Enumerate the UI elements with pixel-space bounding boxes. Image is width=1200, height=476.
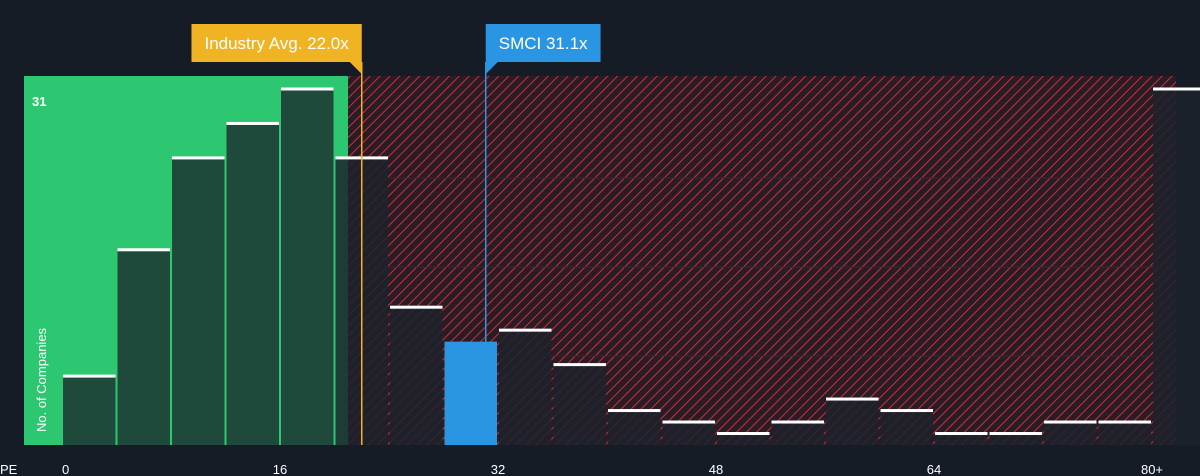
bar-top-line bbox=[117, 248, 170, 252]
histogram-bar bbox=[1044, 422, 1097, 445]
x-tick-label: 64 bbox=[927, 462, 941, 476]
x-tick-label: 16 bbox=[273, 462, 287, 476]
marker-label-box bbox=[191, 24, 362, 62]
bar-top-line bbox=[1044, 420, 1097, 424]
x-tick-label: 0 bbox=[62, 462, 69, 476]
histogram-bar bbox=[281, 89, 334, 445]
histogram-bar bbox=[226, 123, 279, 446]
histogram-bar bbox=[880, 410, 933, 445]
bar-top-line bbox=[63, 374, 116, 378]
bar-top-line bbox=[553, 363, 606, 367]
histogram-bar bbox=[1098, 422, 1151, 445]
histogram-bar bbox=[390, 307, 443, 445]
marker-label: SMCI 31.1x bbox=[499, 34, 588, 53]
x-axis-label: PE bbox=[0, 462, 18, 476]
bar-top-line bbox=[172, 156, 225, 160]
bar-top-line bbox=[608, 409, 661, 413]
histogram-bar bbox=[662, 422, 715, 445]
bar-top-line bbox=[390, 305, 443, 309]
marker-label: Industry Avg. 22.0x bbox=[204, 34, 349, 53]
marker-pointer bbox=[349, 62, 362, 74]
bar-top-line bbox=[499, 328, 552, 332]
bar-top-line bbox=[880, 409, 933, 413]
marker-pointer bbox=[485, 62, 498, 74]
y-tick-label: 31 bbox=[32, 94, 46, 109]
bar-top-line bbox=[1098, 420, 1151, 424]
histogram-bar bbox=[444, 341, 497, 445]
histogram-bar bbox=[553, 364, 606, 445]
histogram-bar bbox=[608, 410, 661, 445]
marker-label-box bbox=[485, 24, 601, 62]
bar-top-line bbox=[771, 420, 824, 424]
bar-top-line bbox=[989, 432, 1042, 436]
bar-top-line bbox=[935, 432, 988, 436]
histogram-bar bbox=[172, 157, 225, 445]
x-tick-label: 80+ bbox=[1141, 462, 1163, 476]
bar-top-line bbox=[1153, 87, 1200, 91]
histogram-bar bbox=[989, 433, 1042, 445]
bar-top-line bbox=[281, 87, 334, 91]
bar-top-line bbox=[226, 121, 279, 125]
bar-top-line bbox=[717, 432, 770, 436]
histogram-bar bbox=[63, 376, 116, 445]
x-tick-label: 32 bbox=[491, 462, 505, 476]
histogram-bar bbox=[117, 249, 170, 445]
x-tick-label: 48 bbox=[709, 462, 723, 476]
histogram-bar bbox=[935, 433, 988, 445]
histogram-bar bbox=[717, 433, 770, 445]
histogram-bar bbox=[771, 422, 824, 445]
histogram-bar bbox=[826, 399, 879, 445]
histogram-bar bbox=[499, 330, 552, 445]
bar-top-line bbox=[662, 420, 715, 424]
y-axis-label: No. of Companies bbox=[34, 327, 49, 432]
histogram-bar bbox=[1153, 89, 1200, 445]
bar-top-line bbox=[826, 397, 879, 401]
